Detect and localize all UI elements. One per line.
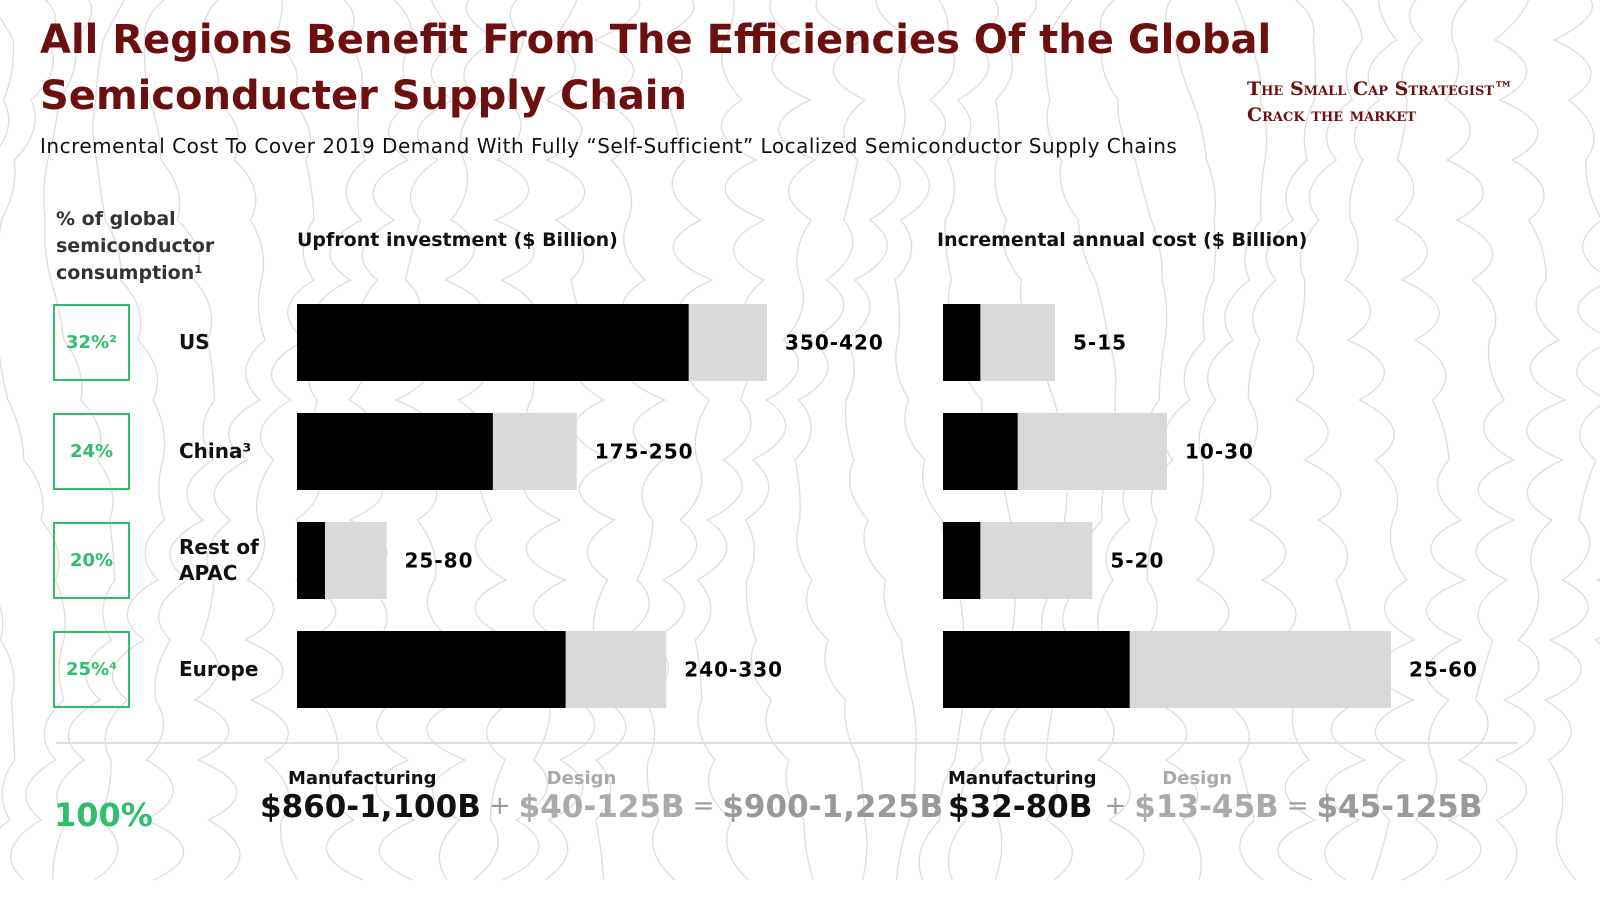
contour-line	[944, 0, 1017, 881]
contour-line	[844, 0, 917, 881]
contour-line	[1394, 0, 1467, 881]
region-label: Rest of APAC	[179, 535, 259, 585]
annual-chart-title: Incremental annual cost ($ Billion)	[937, 229, 1308, 251]
bar-low-1-0	[943, 304, 981, 381]
design-value: $13-45B	[1134, 789, 1279, 825]
contour-line	[593, 0, 667, 881]
contour-line	[1543, 0, 1600, 881]
contour-line	[43, 0, 116, 881]
contour-line	[1493, 0, 1567, 881]
title-line-1: All Regions Benefit From The Efficiencie…	[40, 17, 1272, 63]
share-box: 32%²	[53, 304, 130, 381]
contour-line	[92, 0, 166, 881]
plus-sign: +	[1104, 791, 1127, 821]
upfront-totals: Manufacturing $860-1,100B + Design $40-125…	[260, 768, 943, 825]
share-header-line: semiconductor	[56, 235, 215, 257]
divider	[56, 742, 1518, 744]
share-column-header: % of global semiconductor consumption¹	[56, 206, 214, 287]
value-label: 5-15	[1073, 331, 1127, 355]
page-title: All Regions Benefit From The Efficiencie…	[40, 12, 1271, 124]
contour-line	[794, 0, 868, 881]
contour-line	[0, 16, 16, 829]
share-box: 20%	[53, 522, 130, 599]
contour-line	[193, 0, 266, 881]
region-label: US	[179, 330, 210, 354]
contour-line	[694, 0, 766, 881]
upfront-chart-title: Upfront investment ($ Billion)	[297, 229, 618, 251]
manufacturing-value: $32-80B	[948, 789, 1093, 825]
value-label: 25-60	[1409, 658, 1478, 682]
contour-line	[1244, 0, 1317, 881]
contour-line	[0, 0, 66, 881]
bar-low-0-2	[297, 522, 325, 599]
equals-sign: =	[1286, 791, 1309, 821]
equals-sign: =	[692, 791, 715, 821]
contour-line	[1344, 0, 1416, 881]
manufacturing-label: Manufacturing	[288, 768, 437, 789]
bar-low-0-1	[297, 413, 493, 490]
contour-line	[644, 0, 717, 881]
share-box: 25%⁴	[53, 631, 130, 708]
contour-line	[1444, 0, 1516, 881]
value-label: 240-330	[684, 658, 783, 682]
brand-logo: The Small Cap Strategist™ Crack the mark…	[1247, 76, 1513, 128]
logo-line-1: The Small Cap Strategist™	[1247, 78, 1514, 100]
share-header-line: consumption¹	[56, 262, 203, 284]
total-value: $45-125B	[1316, 789, 1483, 825]
contour-line	[1194, 0, 1268, 881]
value-label: 5-20	[1110, 549, 1164, 573]
value-label: 25-80	[405, 549, 474, 573]
total-share: 100%	[54, 796, 153, 834]
contour-line	[1294, 0, 1367, 881]
contour-line	[243, 0, 315, 881]
share-header-line: % of global	[56, 208, 176, 230]
annual-totals: Manufacturing $32-80B + Design $13-45B = $…	[948, 768, 1482, 825]
manufacturing-value: $860-1,100B	[260, 789, 481, 825]
design-value: $40-125B	[518, 789, 685, 825]
design-label: Design	[546, 768, 617, 789]
share-box: 24%	[53, 413, 130, 490]
region-label: China³	[179, 439, 252, 463]
logo-line-2: Crack the market	[1247, 104, 1416, 126]
bar-low-1-1	[943, 413, 1018, 490]
manufacturing-label: Manufacturing	[948, 768, 1097, 789]
value-label: 175-250	[595, 440, 694, 464]
subtitle: Incremental Cost To Cover 2019 Demand Wi…	[40, 134, 1178, 158]
bar-low-0-0	[297, 304, 689, 381]
value-label: 10-30	[1185, 440, 1254, 464]
plus-sign: +	[488, 791, 511, 821]
title-line-2: Semiconducter Supply Chain	[40, 73, 687, 119]
total-value: $900-1,225B	[722, 789, 944, 825]
contour-line	[143, 0, 216, 881]
region-label: Europe	[179, 657, 259, 681]
contour-line	[744, 0, 817, 881]
bar-low-1-2	[943, 522, 981, 599]
value-label: 350-420	[785, 331, 884, 355]
bar-low-0-3	[297, 631, 566, 708]
contour-line	[894, 0, 968, 881]
design-label: Design	[1162, 768, 1233, 789]
bar-low-1-3	[943, 631, 1130, 708]
